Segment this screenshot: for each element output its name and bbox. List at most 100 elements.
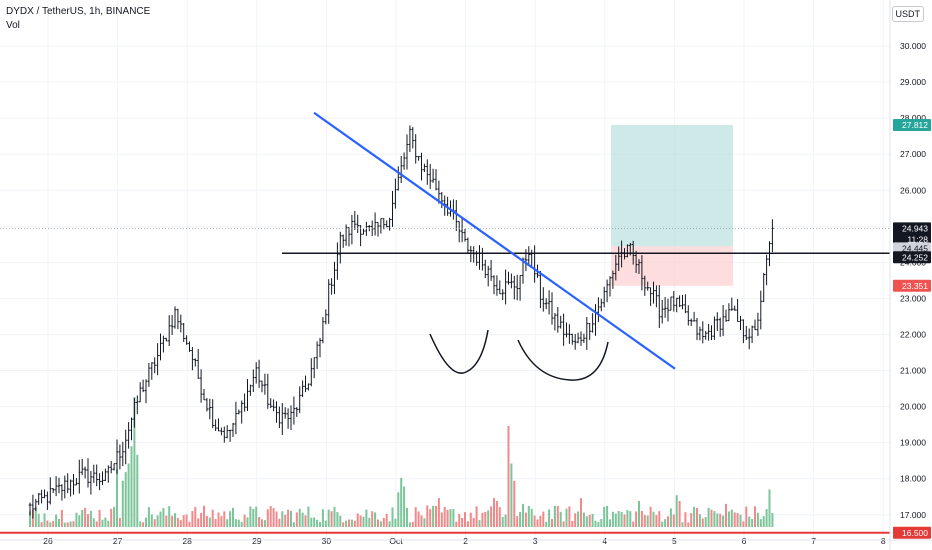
volume-bar xyxy=(452,509,455,527)
volume-bar xyxy=(95,521,98,527)
long-position-tool[interactable] xyxy=(611,124,733,286)
price-label-stop-loss: 23.351 xyxy=(902,281,928,291)
volume-bar xyxy=(121,480,124,527)
volume-bar xyxy=(388,521,391,527)
volume-bar xyxy=(98,509,101,527)
x-tick-label: 27 xyxy=(113,536,123,546)
volume-indicator-label[interactable]: Vol xyxy=(6,20,20,31)
volume-bar xyxy=(342,522,345,527)
volume-bar xyxy=(194,507,197,527)
volume-bar xyxy=(217,512,220,527)
volume-bar xyxy=(118,517,121,527)
volume-bar xyxy=(237,519,240,527)
volume-bar xyxy=(469,512,472,527)
volume-bar xyxy=(580,498,582,527)
drawings[interactable] xyxy=(0,111,890,534)
volume-bar xyxy=(672,514,675,527)
volume-bar xyxy=(400,477,403,527)
volume-bar xyxy=(333,506,336,527)
volume-bar xyxy=(600,519,603,527)
volume-bar xyxy=(319,522,321,527)
volume-bar xyxy=(516,516,519,527)
volume-bar xyxy=(336,512,339,527)
volume-bar xyxy=(261,519,263,527)
x-tick-label: 30 xyxy=(322,536,332,546)
volume-bar xyxy=(197,518,200,527)
volume-bar xyxy=(397,492,400,527)
volume-bar xyxy=(130,446,133,527)
volume-bar xyxy=(585,516,588,527)
volume-bar xyxy=(359,515,362,527)
volume-bar xyxy=(281,511,284,527)
price-label-horizontal-level: 24.252 xyxy=(902,252,928,262)
volume-bar xyxy=(495,501,498,527)
volume-bar xyxy=(675,495,678,527)
y-tick-label: 18.000 xyxy=(900,474,926,484)
volume-bar xyxy=(603,506,606,527)
volume-bar xyxy=(377,519,379,527)
volume-bar xyxy=(481,512,484,527)
volume-bar xyxy=(188,521,191,527)
symbol-title[interactable]: DYDX / TetherUS, 1h, BINANCE xyxy=(6,6,151,17)
volume-bar xyxy=(414,507,417,527)
volume-bar xyxy=(278,518,281,527)
volume-bar xyxy=(443,506,446,527)
volume-bar xyxy=(371,511,374,527)
volume-bar xyxy=(368,517,371,527)
volume-bar xyxy=(258,517,261,527)
volume-bar xyxy=(127,463,130,527)
volume-bar xyxy=(658,511,661,527)
volume-bar xyxy=(739,514,742,527)
volume-bar xyxy=(284,514,287,527)
volume-bar xyxy=(266,509,269,527)
volume-bar xyxy=(620,511,623,527)
price-label-last-price: 24.943 xyxy=(902,223,928,233)
volume-bar xyxy=(464,512,466,527)
volume-bar xyxy=(440,512,443,527)
volume-bar xyxy=(255,506,258,527)
volume-bar xyxy=(72,521,75,527)
volume-bar xyxy=(632,521,635,527)
volume-bar xyxy=(704,517,707,527)
volume-bar xyxy=(345,520,348,527)
volume-bar xyxy=(391,507,394,527)
volume-bar xyxy=(701,518,704,527)
volume-bar xyxy=(60,509,63,527)
volume-bar xyxy=(771,513,774,527)
volume-bar xyxy=(768,489,771,527)
volume-bar xyxy=(722,515,725,527)
currency-button[interactable]: USDT xyxy=(891,6,924,22)
trendline xyxy=(313,111,676,370)
volume-bar xyxy=(765,509,768,527)
volume-bar xyxy=(527,505,530,527)
volume-bar xyxy=(295,512,298,527)
volume-bar xyxy=(75,512,78,527)
volume-bar xyxy=(437,498,440,527)
volume-bar xyxy=(745,506,748,527)
volume-bar xyxy=(756,512,759,527)
volume-bar xyxy=(87,514,89,527)
x-tick-label: 6 xyxy=(742,536,747,546)
volume-bar xyxy=(669,508,672,527)
volume-bar xyxy=(417,511,420,527)
price-label-entry: 24.445 xyxy=(902,243,928,253)
x-tick-label: 2 xyxy=(463,536,468,546)
volume-bar xyxy=(640,510,643,527)
volume-bar xyxy=(365,509,368,527)
y-tick-label: 20.000 xyxy=(900,402,926,412)
volume-bar xyxy=(762,516,765,527)
volume-bar xyxy=(475,506,478,527)
volume-histogram xyxy=(29,397,774,527)
volume-bar xyxy=(716,513,719,527)
y-tick-label: 26.000 xyxy=(900,185,926,195)
volume-bar xyxy=(478,520,481,527)
volume-bar xyxy=(411,521,414,527)
volume-bar xyxy=(89,510,92,527)
volume-bar xyxy=(568,506,571,527)
volume-bar xyxy=(272,508,275,527)
volume-bar xyxy=(92,518,95,527)
volume-bar xyxy=(719,513,722,527)
